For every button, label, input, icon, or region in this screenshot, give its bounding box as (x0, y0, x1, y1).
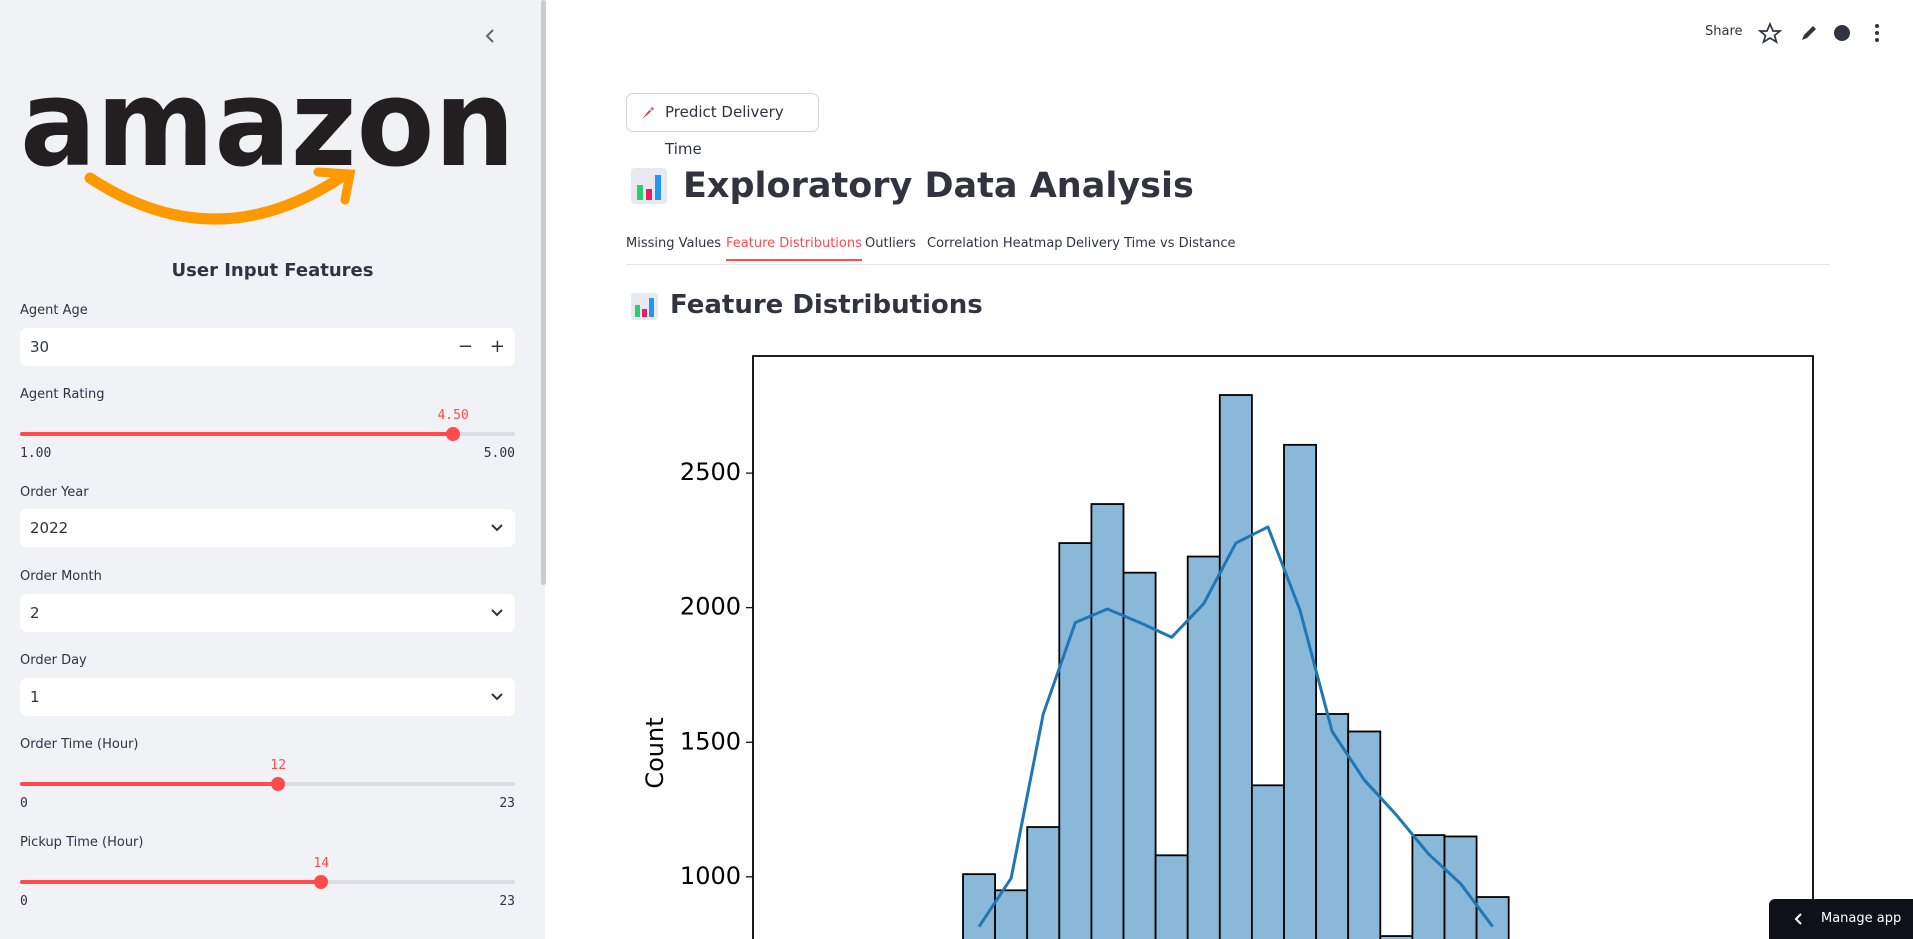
slider-thumb[interactable] (271, 777, 286, 791)
value: 30 (30, 338, 50, 356)
bar (1443, 835, 1478, 939)
share[interactable]: Share (1705, 24, 1743, 39)
value: 1 (30, 688, 40, 706)
y-tick-label: 2000 (680, 593, 741, 621)
logo-text: amazon (20, 55, 515, 194)
slider-thumb[interactable] (446, 427, 461, 441)
bar (1379, 935, 1414, 939)
slider-track[interactable] (20, 427, 515, 441)
subheader: Feature Distributions (670, 290, 983, 320)
label: Order Month (20, 569, 102, 584)
slider-fill (20, 880, 322, 884)
kde-line (977, 525, 1494, 928)
plus[interactable]: + (489, 336, 505, 357)
minus[interactable]: − (457, 336, 473, 357)
y-tick-label: 1500 (680, 727, 741, 755)
y-tick-label: 1000 (680, 862, 741, 890)
button-text: Predict Delivery Time (665, 103, 784, 158)
bar (1251, 784, 1285, 939)
bar (994, 889, 1029, 939)
select[interactable]: 2022 (20, 509, 515, 547)
tab[interactable]: Outliers (865, 236, 916, 251)
bar (1218, 394, 1253, 939)
y-tick-label: 2500 (680, 458, 741, 486)
chart-icon (631, 168, 667, 204)
label: Order Time (Hour) (20, 737, 139, 752)
label: Agent Rating (20, 387, 105, 402)
slider-track[interactable] (20, 777, 515, 791)
tab-rule (626, 264, 1830, 265)
slider-max: 23 (499, 796, 515, 811)
label: Agent Age (20, 303, 88, 318)
select[interactable]: 2 (20, 594, 515, 632)
label: Pickup Time (Hour) (20, 835, 144, 850)
tab[interactable]: Feature Distributions (726, 236, 862, 261)
tab[interactable]: Correlation Heatmap (927, 236, 1063, 251)
value: 2 (30, 604, 40, 622)
predict-button[interactable]: Predict Delivery Time (626, 93, 819, 158)
sidebar-title: User Input Features (171, 260, 374, 281)
slider-track[interactable] (20, 875, 515, 889)
bar (1475, 896, 1510, 939)
slider-fill (20, 782, 279, 786)
slider-min: 1.00 (20, 446, 52, 461)
bar (1122, 571, 1157, 939)
page-title: Exploratory Data Analysis (683, 166, 1194, 206)
bar (962, 873, 996, 939)
chart-icon (631, 293, 658, 320)
slider-value: 14 (313, 856, 330, 871)
sidebar: amazon User Input Features Agent Age 30 … (0, 0, 546, 939)
chevron (491, 693, 503, 701)
bar (1026, 826, 1061, 939)
slider-value: 4.50 (437, 408, 469, 423)
number-input[interactable]: 30 − + (20, 328, 515, 366)
slider-value: 12 (270, 758, 287, 773)
slider-thumb[interactable] (314, 875, 329, 889)
scrollbar[interactable] (541, 0, 546, 585)
tab[interactable]: Delivery Time vs Distance (1066, 236, 1236, 251)
manage-app[interactable]: Manage app (1769, 899, 1913, 939)
plot-frame (752, 355, 1814, 939)
label: Order Day (20, 653, 87, 668)
bar (1058, 542, 1093, 939)
manage-app-text: Manage app (1821, 911, 1902, 926)
slider-max: 5.00 (483, 446, 515, 461)
bar (1090, 503, 1125, 939)
tab[interactable]: Missing Values (626, 236, 722, 251)
logo: amazon (20, 29, 515, 225)
label: Order Year (20, 485, 89, 500)
select[interactable]: 1 (20, 678, 515, 716)
bar (1411, 834, 1446, 939)
slider-fill (20, 432, 454, 436)
slider-max: 23 (499, 894, 515, 909)
toolbar-icons (1757, 22, 1879, 44)
slider-min: 0 (20, 894, 28, 909)
y-axis-label: Count (641, 717, 669, 788)
chevron (491, 524, 503, 532)
value: 2022 (30, 519, 69, 537)
bar (1283, 443, 1317, 939)
chevron (491, 609, 503, 617)
slider-min: 0 (20, 796, 28, 811)
bar (1154, 854, 1189, 939)
